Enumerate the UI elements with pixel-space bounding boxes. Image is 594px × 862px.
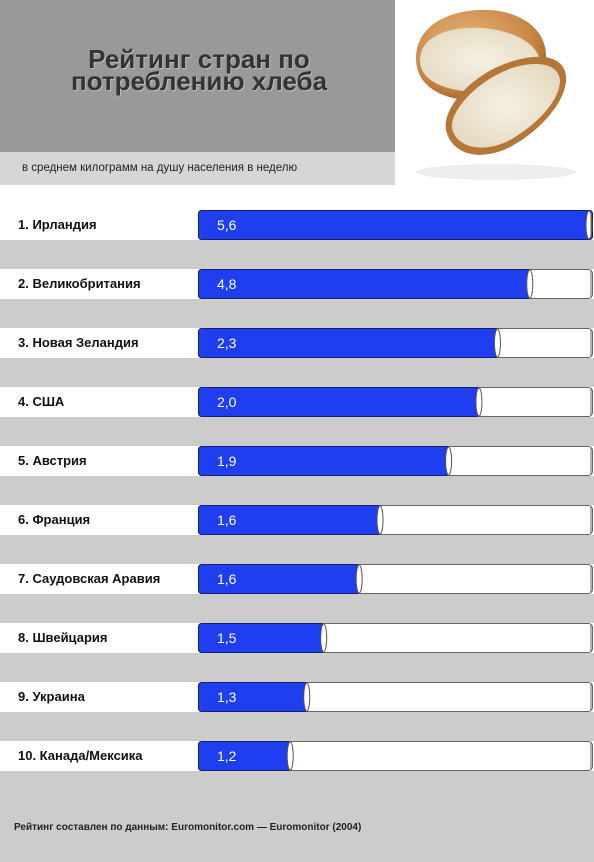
- bar-value-label: 1,6: [217, 571, 237, 587]
- bar: [198, 328, 499, 358]
- country-label: 4. США: [18, 394, 65, 409]
- source-note: Рейтинг составлен по данным: Euromonitor…: [14, 822, 362, 833]
- bar-value-label: 4,8: [217, 276, 237, 292]
- bar-end-cap: [355, 564, 363, 594]
- row-separator-band: [0, 594, 594, 623]
- row-separator-band: [0, 299, 594, 328]
- bar-track: [198, 505, 593, 535]
- country-label: 5. Австрия: [18, 453, 87, 468]
- country-label: 3. Новая Зеландия: [18, 335, 139, 350]
- subtitle: в среднем килограмм на душу населения в …: [22, 162, 298, 174]
- bar-end-cap: [286, 741, 294, 771]
- country-label: 7. Саудовская Аравия: [18, 571, 161, 586]
- row-separator-band: [0, 240, 594, 269]
- bar-track: [198, 387, 593, 417]
- page-title: Рейтинг стран по потреблению хлеба: [4, 44, 394, 96]
- bar-value-label: 1,5: [217, 630, 237, 646]
- title-line-1: Рейтинг стран по: [88, 44, 310, 74]
- bar-value-label: 1,6: [217, 512, 237, 528]
- subtitle-band: в среднем килограмм на душу населения в …: [0, 152, 395, 185]
- bar: [198, 682, 308, 712]
- bar-track: [198, 328, 593, 358]
- row-separator-band: [0, 417, 594, 446]
- bread-illustration: [398, 0, 594, 185]
- country-label: 2. Великобритания: [18, 276, 141, 291]
- country-label: 10. Канада/Мексика: [18, 748, 143, 763]
- bar-track: [198, 623, 593, 653]
- row-separator-band: [0, 771, 594, 800]
- bar-end-cap: [475, 387, 483, 417]
- bar: [198, 269, 531, 299]
- bar-end-cap: [376, 505, 384, 535]
- row-separator-band: [0, 535, 594, 564]
- country-label: 8. Швейцария: [18, 630, 108, 645]
- bar-value-label: 1,9: [217, 453, 237, 469]
- bar-track: [198, 682, 593, 712]
- bar-value-label: 1,2: [217, 748, 237, 764]
- bar: [198, 210, 593, 240]
- title-line-2: потреблению хлеба: [70, 66, 328, 96]
- bar-end-cap: [526, 269, 534, 299]
- bar: [198, 387, 480, 417]
- bar-track: [198, 741, 593, 771]
- bar-end-cap: [320, 623, 328, 653]
- bar-track: [198, 564, 593, 594]
- row-separator-band: [0, 712, 594, 741]
- bar-value-label: 5,6: [217, 217, 237, 233]
- row-separator-band: [0, 653, 594, 682]
- bar-track: [198, 269, 593, 299]
- country-label: 6. Франция: [18, 512, 91, 527]
- bar-value-label: 1,3: [217, 689, 237, 705]
- bar-end-cap: [303, 682, 311, 712]
- bar-end-cap: [493, 328, 501, 358]
- row-separator-band: [0, 358, 594, 387]
- country-label: 9. Украина: [18, 689, 85, 704]
- bar-track: [198, 210, 593, 240]
- bar-end-cap: [445, 446, 453, 476]
- footer-band: Рейтинг составлен по данным: Euromonitor…: [0, 796, 594, 862]
- bar: [198, 741, 292, 771]
- row-separator-band: [0, 476, 594, 505]
- bar-track: [198, 446, 593, 476]
- country-label: 1. Ирландия: [18, 217, 97, 232]
- bar-value-label: 2,0: [217, 394, 237, 410]
- bread-icon: [416, 9, 576, 180]
- bar-value-label: 2,3: [217, 335, 237, 351]
